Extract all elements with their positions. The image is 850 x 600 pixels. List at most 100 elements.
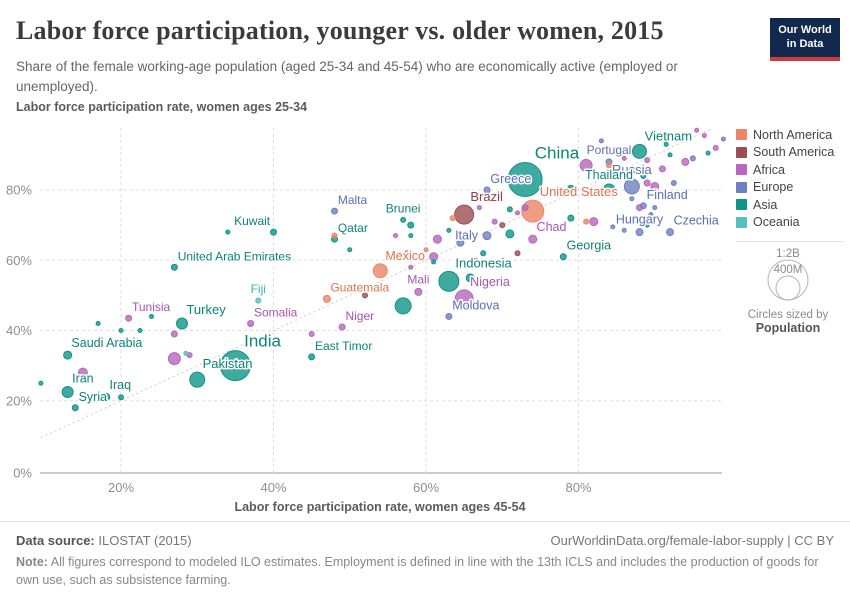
scatter-point[interactable] (118, 394, 124, 401)
scatter-point[interactable] (431, 259, 437, 265)
scatter-point[interactable] (480, 250, 487, 257)
scatter-point[interactable] (606, 162, 612, 169)
scatter-point[interactable] (394, 297, 412, 315)
scatter-point[interactable] (629, 196, 635, 202)
scatter-point-niger[interactable] (338, 323, 346, 331)
scatter-point[interactable] (579, 158, 593, 172)
scatter-point[interactable] (362, 292, 368, 299)
scatter-point[interactable] (515, 210, 520, 216)
scatter-point[interactable] (331, 232, 338, 239)
owid-cc-link[interactable]: OurWorldinData.org/female-labor-supply |… (550, 533, 834, 548)
scatter-point[interactable] (613, 169, 620, 176)
scatter-point-italy[interactable] (482, 231, 492, 241)
legend-item-af[interactable]: Africa (736, 161, 848, 179)
scatter-point-mali[interactable] (414, 287, 423, 296)
scatter-point[interactable] (681, 157, 690, 166)
scatter-point[interactable] (183, 350, 189, 356)
scatter-point[interactable] (449, 215, 456, 222)
scatter-point-iraq[interactable] (101, 392, 111, 402)
scatter-point[interactable] (38, 380, 44, 386)
scatter-point[interactable] (476, 205, 482, 211)
scatter-point-chad[interactable] (528, 234, 538, 244)
scatter-point-china[interactable] (507, 161, 543, 197)
scatter-point[interactable] (667, 152, 673, 158)
scatter-point[interactable] (658, 165, 666, 173)
scatter-point-thailand[interactable] (602, 183, 616, 197)
legend-item-na[interactable]: North America (736, 126, 848, 144)
scatter-point[interactable] (432, 234, 442, 244)
scatter-point[interactable] (621, 155, 627, 161)
scatter-point[interactable] (644, 222, 650, 228)
scatter-point[interactable] (137, 328, 143, 333)
scatter-point-fiji[interactable] (255, 297, 262, 304)
scatter-point-brazil[interactable] (454, 204, 475, 225)
scatter-point[interactable] (694, 127, 700, 133)
scatter-point-brunei[interactable] (400, 216, 407, 223)
scatter-point-india[interactable] (219, 350, 251, 382)
scatter-point[interactable] (308, 331, 315, 338)
scatter-point[interactable] (473, 257, 479, 263)
scatter-point[interactable] (598, 138, 604, 144)
legend-item-sa[interactable]: South America (736, 144, 848, 162)
scatter-point[interactable] (506, 206, 513, 213)
scatter-point[interactable] (621, 227, 627, 233)
scatter-point[interactable] (77, 367, 88, 378)
scatter-point[interactable] (610, 224, 616, 230)
scatter-point-mexico[interactable] (372, 263, 388, 279)
scatter-point[interactable] (465, 273, 475, 283)
scatter-point[interactable] (225, 229, 231, 235)
scatter-point[interactable] (118, 328, 124, 333)
scatter-point[interactable] (589, 217, 599, 227)
scatter-point-pakistan[interactable] (189, 371, 206, 388)
scatter-point[interactable] (705, 150, 711, 156)
scatter-point-nigeria[interactable] (454, 289, 474, 309)
scatter-point[interactable] (643, 179, 651, 187)
scatter-point[interactable] (720, 136, 726, 142)
scatter-point-syria[interactable] (71, 404, 79, 412)
legend-item-as[interactable]: Asia (736, 196, 848, 214)
scatter-point-greece[interactable] (483, 186, 491, 194)
scatter-point-turkey[interactable] (176, 317, 188, 330)
scatter-point[interactable] (403, 250, 410, 257)
scatter-point-kuwait[interactable] (270, 228, 277, 236)
scatter-point-saudi-arabia[interactable] (63, 350, 73, 360)
scatter-point-malta[interactable] (331, 207, 338, 215)
scatter-point-tunisia[interactable] (125, 314, 133, 322)
scatter-point-moldova[interactable] (445, 312, 453, 320)
scatter-point[interactable] (652, 205, 658, 211)
scatter-point[interactable] (689, 155, 696, 162)
scatter-point[interactable] (149, 313, 154, 319)
scatter-point[interactable] (567, 184, 575, 192)
scatter-point[interactable] (583, 218, 590, 225)
scatter-point[interactable] (650, 181, 660, 191)
scatter-point-united-states[interactable] (521, 199, 545, 223)
scatter-point-east-timor[interactable] (308, 353, 316, 361)
scatter-point[interactable] (423, 247, 429, 253)
scatter-point[interactable] (514, 250, 521, 257)
scatter-point[interactable] (446, 227, 452, 233)
scatter-point[interactable] (408, 233, 414, 239)
scatter-point-iran[interactable] (61, 385, 74, 398)
scatter-point-guatemala[interactable] (322, 294, 331, 303)
legend-item-eu[interactable]: Europe (736, 179, 848, 197)
scatter-point-united-arab-emirates[interactable] (170, 263, 178, 271)
scatter-point[interactable] (505, 229, 515, 239)
scatter-point[interactable] (636, 204, 643, 212)
scatter-point-czechia[interactable] (666, 228, 674, 237)
scatter-point[interactable] (545, 225, 551, 232)
scatter-point[interactable] (491, 218, 498, 225)
scatter-point-indonesia[interactable] (438, 270, 460, 292)
scatter-point[interactable] (640, 172, 647, 179)
scatter-point[interactable] (170, 330, 178, 338)
scatter-point-hungary[interactable] (635, 228, 644, 237)
owid-logo[interactable]: Our World in Data (770, 18, 840, 61)
scatter-point-somalia[interactable] (247, 319, 255, 327)
scatter-point[interactable] (644, 157, 651, 164)
scatter-point-vietnam[interactable] (632, 143, 647, 159)
scatter-point[interactable] (167, 352, 181, 366)
scatter-point[interactable] (663, 141, 669, 147)
scatter-point[interactable] (407, 221, 415, 229)
scatter-point[interactable] (712, 144, 719, 151)
scatter-point[interactable] (499, 222, 506, 229)
scatter-point[interactable] (521, 204, 529, 212)
